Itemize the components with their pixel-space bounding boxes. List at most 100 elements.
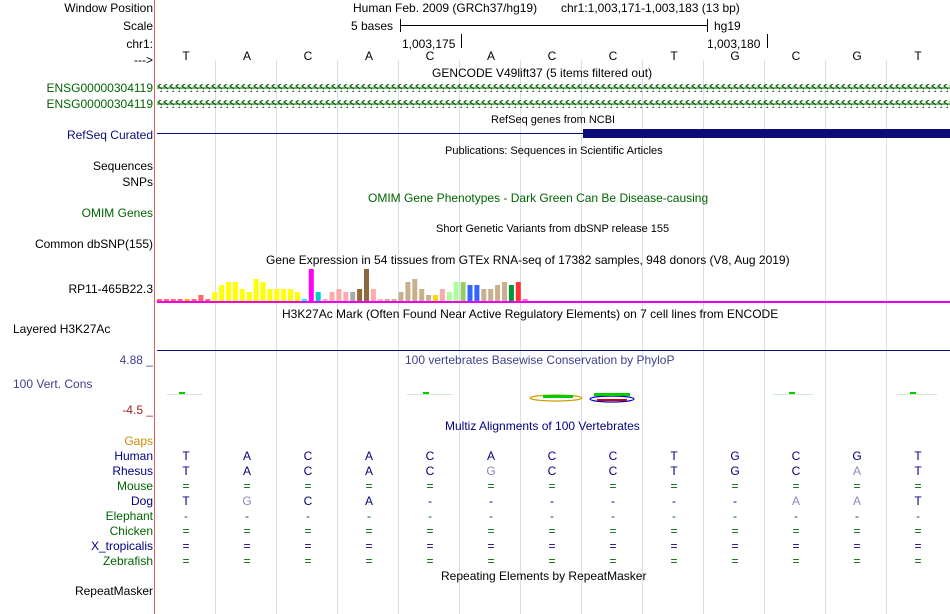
species-label[interactable]: Mouse (116, 479, 153, 493)
species-label[interactable]: Chicken (109, 524, 153, 538)
alignment-cell: = (731, 554, 739, 568)
gtex-tissue-bar[interactable] (170, 299, 176, 302)
gtex-tissue-bar[interactable] (467, 285, 473, 302)
gtex-tissue-bar[interactable] (274, 289, 280, 302)
gencode-label-1[interactable]: ENSG00000304119 (46, 81, 153, 95)
gtex-tissue-bar[interactable] (377, 299, 383, 302)
gtex-tissue-bar[interactable] (357, 289, 363, 302)
gtex-tissue-bar[interactable] (515, 282, 521, 302)
base-grid-line (764, 60, 765, 614)
gtex-tissue-bar[interactable] (502, 282, 507, 302)
scale-bar-start-tick (400, 19, 401, 32)
gtex-tissue-bar[interactable] (426, 295, 432, 302)
gtex-tissue-bar[interactable] (226, 282, 231, 302)
gtex-tissue-bar[interactable] (191, 299, 197, 302)
cons-label[interactable]: 100 Vert. Cons (13, 377, 93, 391)
ruler-tick-label-1: 1,003,175 (402, 37, 456, 51)
alignment-cell: = (792, 479, 800, 493)
phylop-signal[interactable] (157, 385, 950, 405)
gtex-tissue-bar[interactable] (412, 279, 418, 302)
gencode-title: GENCODE V49lift37 (5 items filtered out) (432, 66, 653, 80)
gtex-tissue-bar[interactable] (364, 269, 369, 302)
gtex-gene-label[interactable]: RP11-465B22.3 (68, 282, 153, 296)
species-label[interactable]: X_tropicalis (90, 539, 153, 553)
base-letter: T (670, 49, 678, 63)
gtex-tissue-bar[interactable] (350, 292, 356, 302)
h3k27ac-label[interactable]: Layered H3K27Ac (13, 322, 111, 336)
gtex-tissue-bar[interactable] (198, 295, 204, 302)
gtex-tissue-bar[interactable] (295, 292, 300, 302)
gtex-tissue-bar[interactable] (163, 299, 169, 302)
gtex-tissue-bar[interactable] (419, 289, 425, 302)
gtex-tissue-bar[interactable] (460, 282, 466, 302)
alignment-cell: - (489, 494, 493, 508)
gtex-tissue-bar[interactable] (495, 285, 501, 302)
species-label[interactable]: Dog (130, 494, 153, 508)
species-label[interactable]: Rhesus (112, 464, 153, 478)
gtex-tissue-bar[interactable] (391, 299, 397, 302)
ruler-tick-label-2: 1,003,180 (707, 37, 761, 51)
gtex-tissue-bar[interactable] (219, 285, 225, 302)
base-letter: G (852, 49, 862, 63)
dbsnp-label[interactable]: Common dbSNP(155) (34, 237, 153, 251)
alignment-cell: = (365, 524, 373, 538)
omim-label[interactable]: OMIM Genes (81, 206, 153, 220)
gtex-tissue-bar[interactable] (474, 285, 480, 302)
gtex-tissue-bar[interactable] (370, 289, 376, 302)
alignment-cell: T (182, 464, 190, 478)
alignment-cell: A (852, 494, 861, 508)
refseq-exon[interactable] (583, 129, 950, 138)
alignment-cell: = (487, 554, 495, 568)
gtex-tissue-bar[interactable] (308, 269, 314, 302)
gtex-tissue-bar[interactable] (177, 299, 183, 302)
alignment-cell: = (548, 479, 556, 493)
gtex-tissue-bar[interactable] (205, 299, 211, 302)
gtex-tissue-bar[interactable] (384, 299, 390, 302)
species-label[interactable]: Zebrafish (102, 554, 153, 568)
gtex-tissue-bar[interactable] (232, 282, 238, 302)
alignment-cell: = (487, 524, 495, 538)
gtex-tissue-bar[interactable] (522, 299, 528, 302)
gtex-tissue-bar[interactable] (267, 289, 273, 302)
base-letter: C (425, 49, 435, 63)
gtex-tissue-bar[interactable] (253, 279, 259, 302)
gencode-label-2[interactable]: ENSG00000304119 (46, 97, 153, 111)
gtex-tissue-bar[interactable] (343, 292, 349, 302)
gtex-tissue-bar[interactable] (246, 292, 252, 302)
alignment-cell: = (731, 524, 739, 538)
gtex-tissue-bar[interactable] (212, 292, 218, 302)
gtex-tissue-bar[interactable] (405, 282, 411, 302)
gtex-tissue-bar[interactable] (288, 289, 294, 302)
alignment-cell: = (365, 479, 373, 493)
gtex-tissue-bar[interactable] (157, 299, 162, 302)
gtex-tissue-bar[interactable] (398, 292, 404, 302)
cons-max-label: 4.88 _ (119, 353, 153, 367)
refseq-label[interactable]: RefSeq Curated (66, 128, 153, 142)
snps-label[interactable]: SNPs (122, 175, 153, 189)
gtex-tissue-bar[interactable] (301, 299, 307, 302)
gtex-tissue-bar[interactable] (329, 292, 335, 302)
gtex-tissue-bar[interactable] (239, 289, 245, 302)
gtex-tissue-bar[interactable] (446, 292, 452, 302)
gtex-tissue-bar[interactable] (281, 289, 287, 302)
refseq-intron-line (157, 133, 950, 134)
species-label[interactable]: Human (114, 449, 153, 463)
gtex-tissue-bar[interactable] (184, 299, 190, 302)
gtex-bar-chart[interactable] (157, 268, 547, 302)
gtex-tissue-bar[interactable] (481, 289, 487, 302)
gtex-tissue-bar[interactable] (315, 292, 321, 302)
gencode-transcripts[interactable] (157, 82, 950, 110)
gtex-tissue-bar[interactable] (322, 299, 328, 302)
gtex-tissue-bar[interactable] (433, 295, 438, 302)
gtex-tissue-bar[interactable] (488, 289, 494, 302)
species-label[interactable]: Elephant (105, 509, 153, 523)
alignment-cell: = (243, 554, 251, 568)
gtex-tissue-bar[interactable] (336, 289, 342, 302)
gtex-tissue-bar[interactable] (508, 285, 514, 302)
base-letter: C (547, 49, 557, 63)
gtex-tissue-bar[interactable] (439, 289, 445, 302)
sequences-label[interactable]: Sequences (92, 159, 153, 173)
gtex-tissue-bar[interactable] (260, 282, 266, 302)
gtex-tissue-bar[interactable] (453, 282, 459, 302)
repeatmasker-label[interactable]: RepeatMasker (74, 584, 153, 598)
